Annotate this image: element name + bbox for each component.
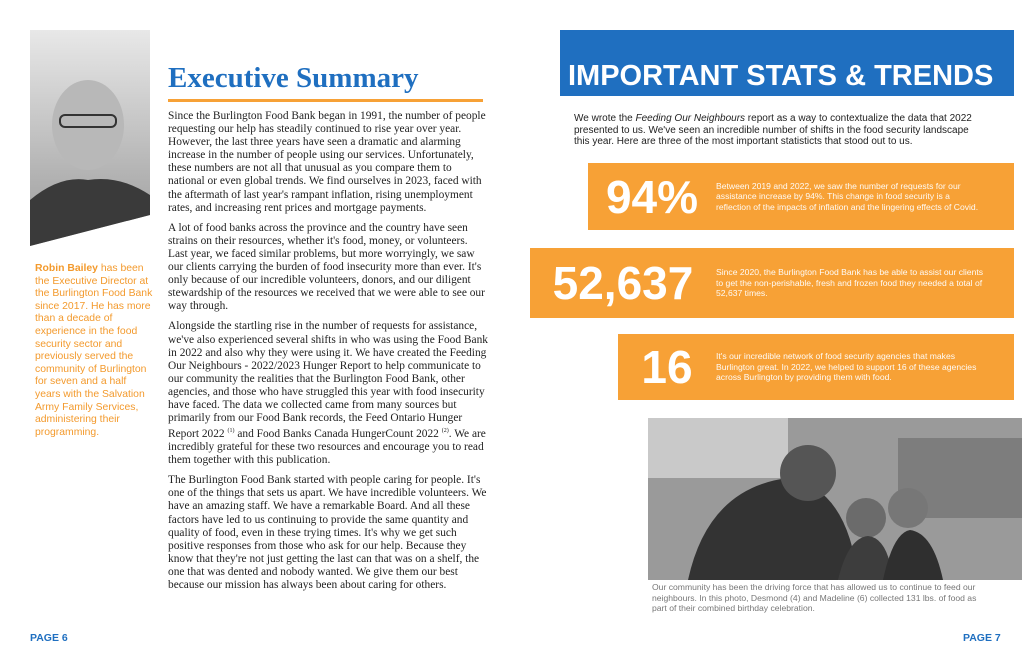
stat-box: 94% Between 2019 and 2022, we saw the nu… bbox=[588, 163, 1014, 230]
portrait-photo bbox=[30, 30, 150, 246]
paragraph: Since the Burlington Food Bank began in … bbox=[168, 110, 486, 214]
footnote: (1) bbox=[227, 428, 235, 435]
text: . We are incredibly grateful for these t… bbox=[168, 427, 486, 467]
text: and Food Banks Canada HungerCount 2022 bbox=[234, 427, 442, 440]
stat-number: 16 bbox=[641, 341, 693, 393]
bio-name: Robin Bailey bbox=[35, 263, 98, 274]
page-number: PAGE 7 bbox=[963, 632, 1001, 644]
text: Feeding Our Neighbours bbox=[635, 113, 746, 124]
header-title: IMPORTANT STATS & TRENDS bbox=[568, 60, 994, 92]
paragraph: Alongside the startling rise in the numb… bbox=[168, 320, 488, 467]
paragraph: The Burlington Food Bank started with pe… bbox=[168, 474, 487, 591]
intro: We wrote the Feeding Our Neighbours repo… bbox=[574, 113, 984, 148]
footnote: (2) bbox=[441, 428, 449, 435]
title-rule bbox=[168, 99, 483, 102]
stat-number: 52,637 bbox=[552, 257, 694, 309]
stat-number: 94% bbox=[605, 170, 699, 223]
paragraph: A lot of food banks across the province … bbox=[168, 221, 485, 313]
bio-text: has been the Executive Director at the B… bbox=[35, 263, 153, 438]
stat-text: Between 2019 and 2022, we saw the number… bbox=[716, 180, 979, 212]
community-photo bbox=[648, 418, 1022, 580]
text: We wrote the bbox=[574, 113, 636, 124]
photo-caption: Our community has been the driving force… bbox=[652, 582, 977, 614]
title: Executive Summary bbox=[168, 62, 419, 94]
stat-text: It's our incredible network of food secu… bbox=[716, 351, 977, 383]
header-banner: IMPORTANT STATS & TRENDS bbox=[560, 30, 1014, 96]
text: Alongside the startling rise in the numb… bbox=[168, 320, 488, 440]
stat-text: Since 2020, the Burlington Food Bank has… bbox=[716, 267, 984, 299]
text: report as a way to contextualize the dat… bbox=[574, 113, 972, 147]
page-number: PAGE 6 bbox=[30, 632, 68, 644]
body-text: Since the Burlington Food Bank began in … bbox=[168, 110, 488, 599]
stat-box: 16 It's our incredible network of food s… bbox=[618, 334, 1014, 400]
stat-box: 52,637 Since 2020, the Burlington Food B… bbox=[530, 248, 1014, 318]
bio: Robin Bailey has been the Executive Dire… bbox=[35, 263, 153, 439]
